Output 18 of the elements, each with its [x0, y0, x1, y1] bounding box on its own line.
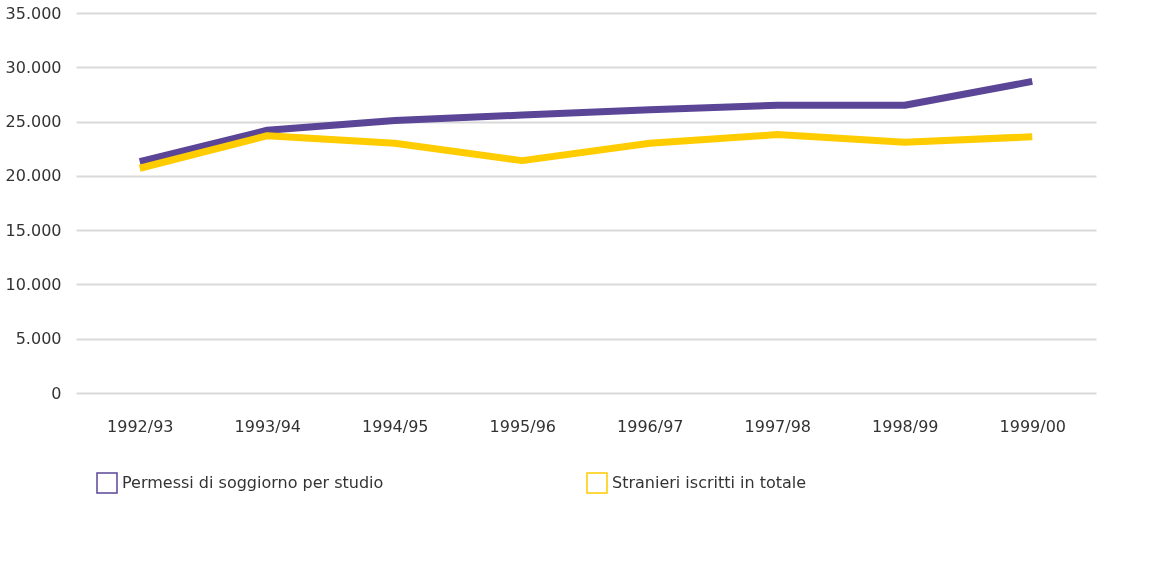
legend-label: Permessi di soggiorno per studio [122, 473, 384, 492]
legend-label: Stranieri iscritti in totale [612, 473, 807, 492]
y-tick-label: 15.000 [5, 220, 62, 240]
x-tick-label: 1995/96 [489, 416, 556, 436]
x-tick-label: 1994/95 [362, 416, 429, 436]
x-tick-label: 1996/97 [617, 416, 684, 436]
y-tick-label: 35.000 [5, 3, 62, 23]
y-tick-label: 25.000 [5, 112, 62, 132]
y-tick-label: 20.000 [5, 166, 62, 186]
y-tick-label: 0 [51, 383, 62, 403]
x-tick-label: 1999/00 [999, 416, 1066, 436]
x-tick-label: 1992/93 [107, 416, 174, 436]
x-tick-label: 1997/98 [744, 416, 811, 436]
y-tick-label: 5.000 [15, 329, 62, 349]
x-tick-label: 1993/94 [234, 416, 301, 436]
y-tick-label: 10.000 [5, 274, 62, 294]
y-tick-label: 30.000 [5, 57, 62, 77]
x-tick-label: 1998/99 [872, 416, 939, 436]
